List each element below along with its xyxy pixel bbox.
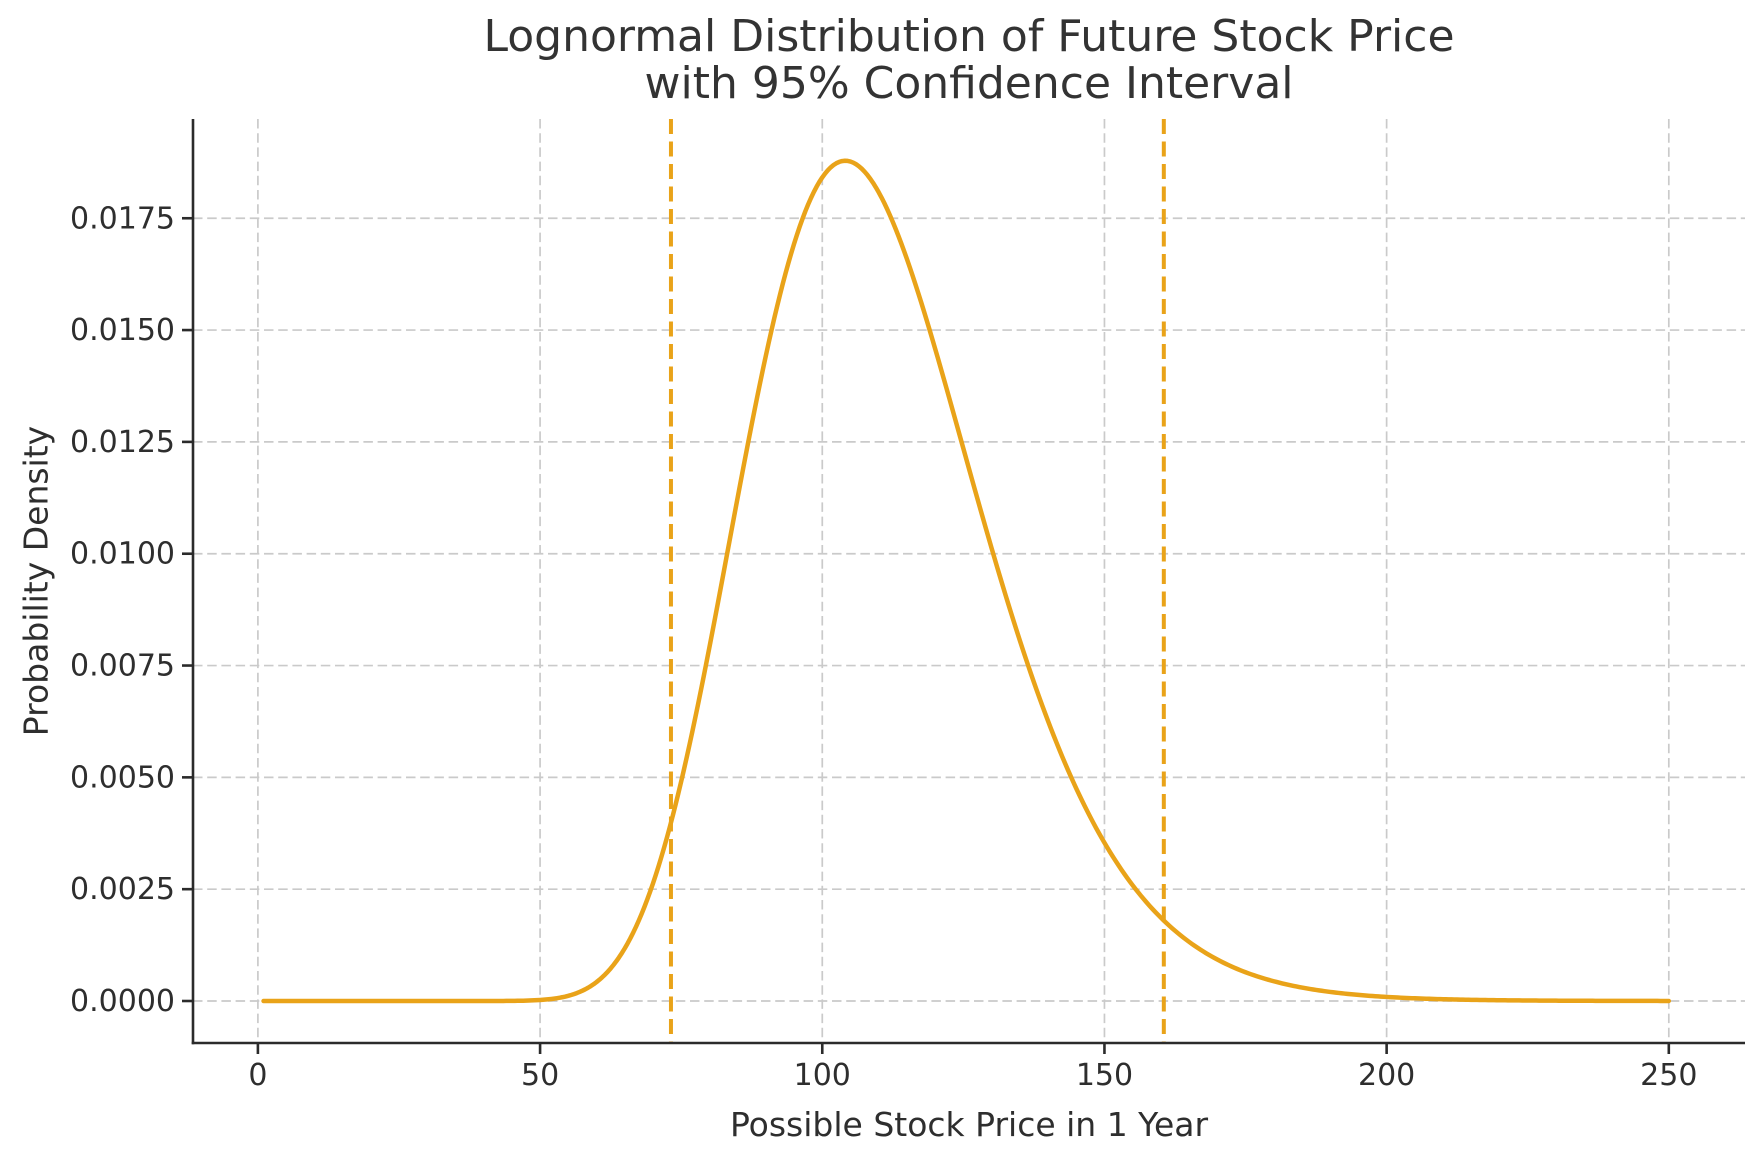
y-tick-label-0.0025: 0.0025 xyxy=(70,872,175,907)
x-axis-label: Possible Stock Price in 1 Year xyxy=(729,1105,1209,1144)
y-tick-label-0.0125: 0.0125 xyxy=(70,425,175,460)
y-tick-label-0.0075: 0.0075 xyxy=(70,649,175,684)
x-tick-label-50: 50 xyxy=(521,1058,559,1093)
x-tick-label-100: 100 xyxy=(794,1058,851,1093)
x-tick-label-250: 250 xyxy=(1640,1058,1697,1093)
x-tick-label-150: 150 xyxy=(1076,1058,1133,1093)
y-tick-label-0.0150: 0.0150 xyxy=(70,313,175,348)
y-tick-label-0.0100: 0.0100 xyxy=(70,537,175,572)
chart-title: Lognormal Distribution of Future Stock P… xyxy=(193,13,1745,107)
y-tick-label-0.0000: 0.0000 xyxy=(70,984,175,1019)
x-tick-label-0: 0 xyxy=(248,1058,267,1093)
chart-title-line-1: Lognormal Distribution of Future Stock P… xyxy=(483,11,1455,62)
x-tick-label-200: 200 xyxy=(1358,1058,1415,1093)
chart-title-line-2: with 95% Confidence Interval xyxy=(644,58,1294,109)
y-tick-label-0.0050: 0.0050 xyxy=(70,760,175,795)
y-tick-label-0.0175: 0.0175 xyxy=(70,201,175,236)
pdf-curve xyxy=(261,158,1672,1004)
